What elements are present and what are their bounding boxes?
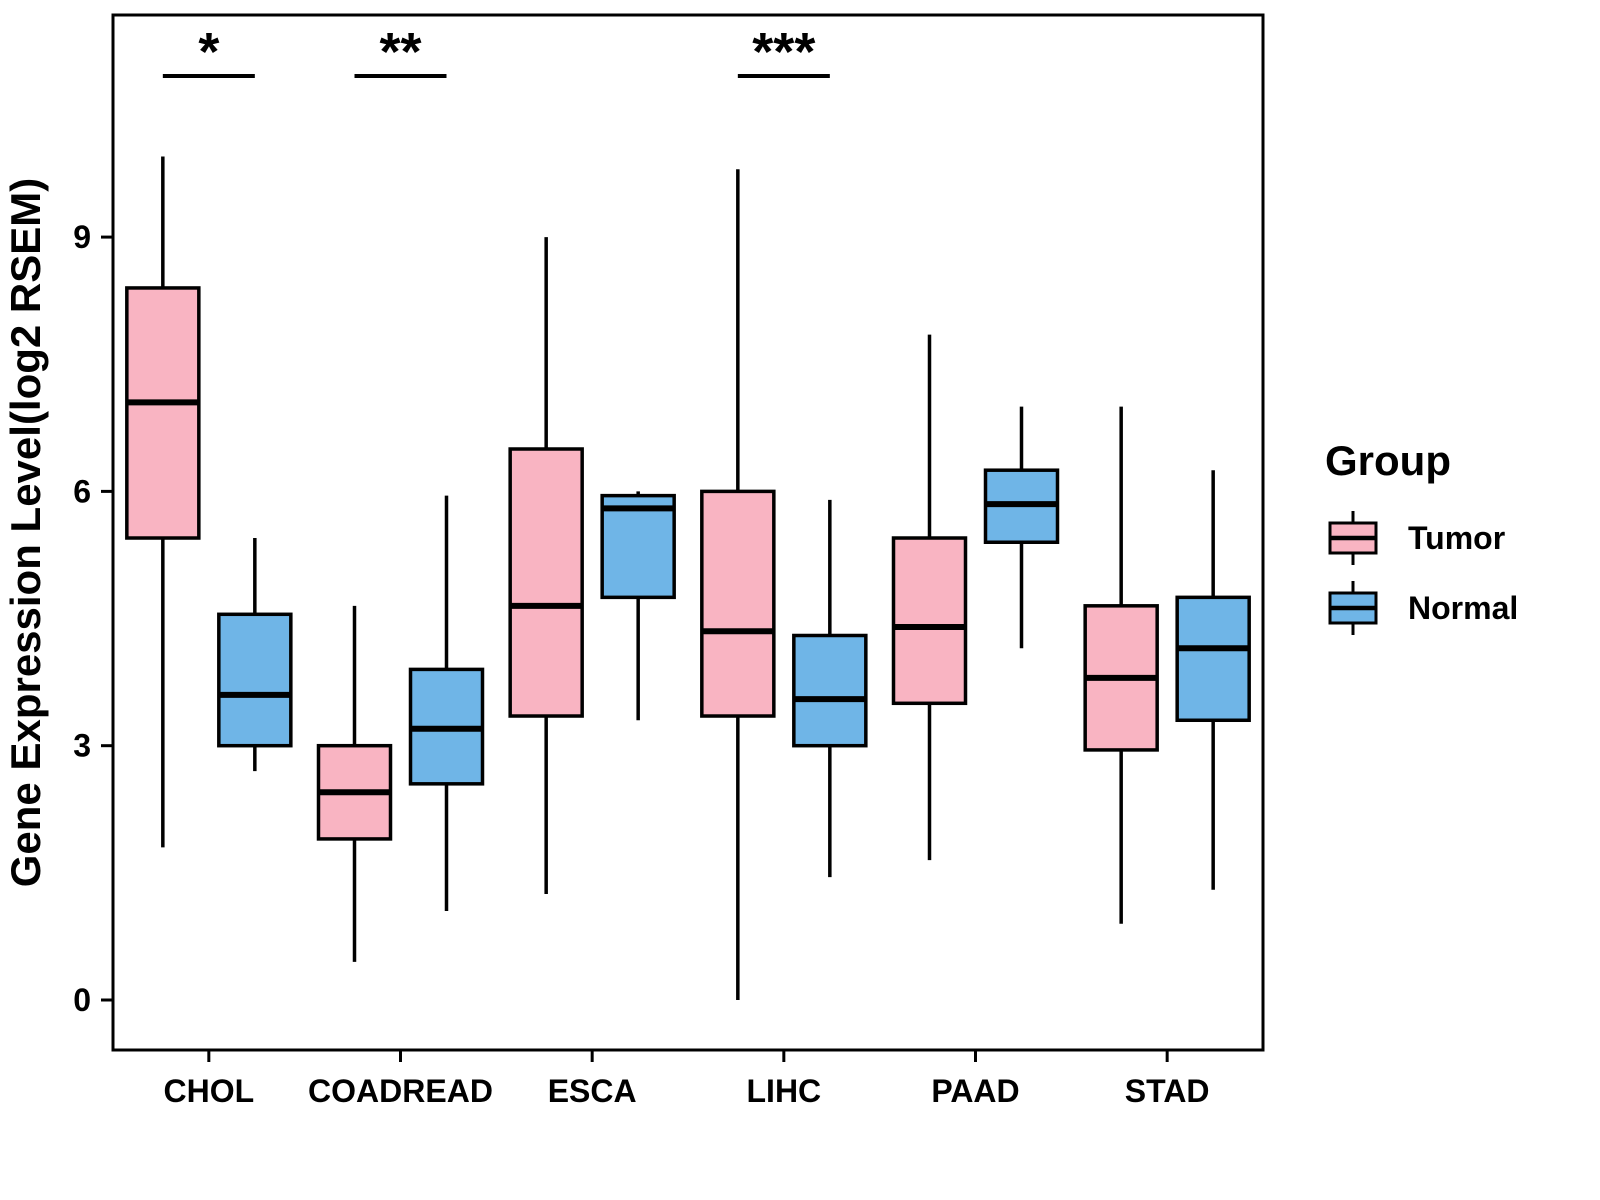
y-tick-label: 9 (73, 219, 91, 255)
box-normal-COADREAD (408, 495, 485, 911)
box-tumor-COADREAD (316, 605, 393, 962)
y-axis-title: Gene Expression Level(log2 RSEM) (2, 178, 49, 888)
legend-key-normal: Normal (1328, 581, 1518, 635)
x-axis: CHOL COADREAD ESCA LIHC PAAD STAD (164, 1050, 1210, 1109)
box-normal-ESCA (600, 491, 676, 721)
box-tumor-LIHC (700, 169, 776, 1000)
x-tick-label: LIHC (747, 1073, 822, 1109)
legend-title: Group (1325, 437, 1451, 484)
significance-stars: *** (752, 22, 815, 82)
x-tick-label: PAAD (931, 1073, 1019, 1109)
iqr-box (125, 286, 201, 540)
legend-label: Tumor (1408, 520, 1505, 556)
iqr-box (700, 489, 776, 718)
box-normal-LIHC (792, 499, 868, 878)
iqr-box (891, 536, 968, 706)
x-tick-label: STAD (1125, 1073, 1210, 1109)
box-tumor-PAAD (891, 334, 968, 861)
x-tick-label: ESCA (548, 1073, 637, 1109)
significance-annotations: * ** *** (162, 22, 830, 82)
y-tick-label: 0 (73, 982, 91, 1018)
iqr-box (792, 633, 868, 748)
panel-border (111, 13, 1265, 1052)
iqr-box (1175, 595, 1251, 723)
box-normal-STAD (1175, 470, 1251, 890)
box-tumor-CHOL (125, 156, 201, 848)
y-tick-label: 3 (73, 728, 91, 764)
series-normal (217, 406, 1251, 911)
iqr-box (217, 612, 293, 748)
series-tumor (125, 156, 1159, 1000)
legend: Group Tumor Normal (1325, 437, 1518, 635)
legend-label: Normal (1408, 590, 1518, 626)
y-tick-label: 6 (73, 473, 91, 509)
box-tumor-STAD (1083, 406, 1159, 924)
box-tumor-ESCA (508, 237, 584, 895)
y-axis: 0 3 6 9 (73, 219, 113, 1018)
iqr-box (508, 447, 584, 718)
legend-key-tumor: Tumor (1328, 511, 1505, 565)
box-normal-CHOL (217, 538, 293, 772)
significance-stars: * (198, 22, 219, 82)
x-tick-label: COADREAD (308, 1073, 493, 1109)
iqr-box (600, 493, 676, 600)
x-tick-label: CHOL (164, 1073, 255, 1109)
box-normal-PAAD (983, 406, 1060, 649)
significance-stars: ** (379, 22, 421, 82)
